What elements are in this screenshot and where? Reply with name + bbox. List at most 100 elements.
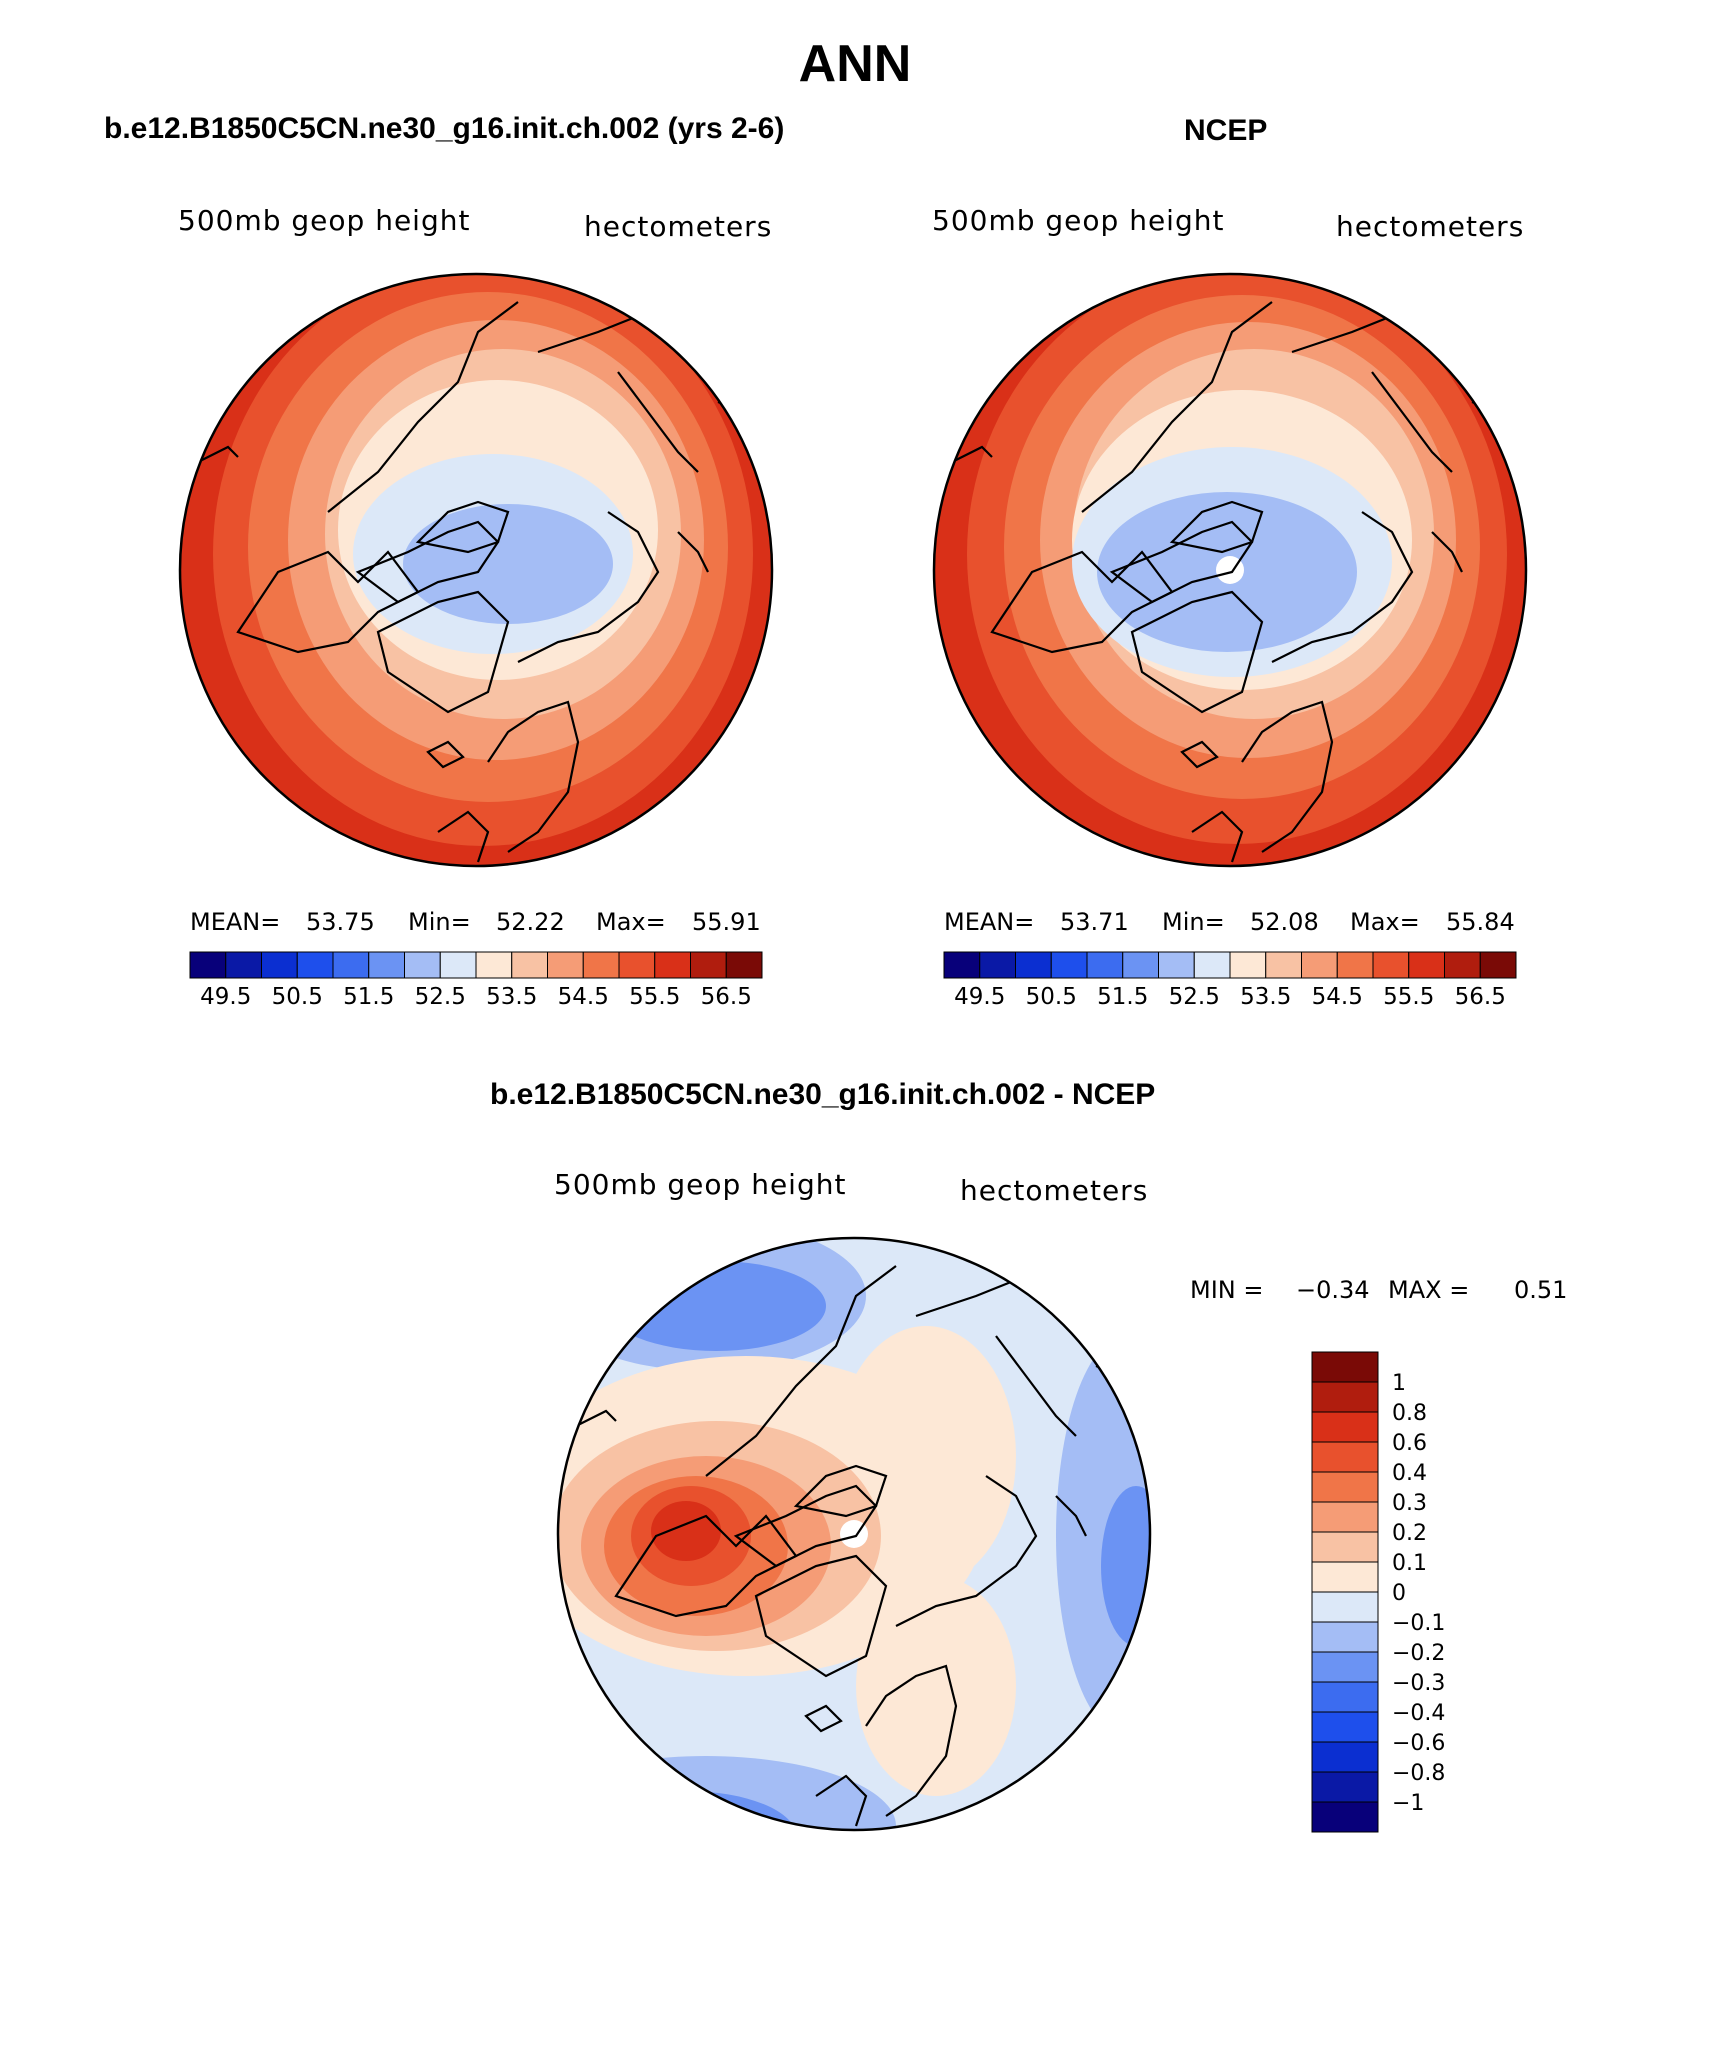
diff-colorbar-tick-label: 1 xyxy=(1392,1371,1406,1396)
obs-colorbar-tick-label: 56.5 xyxy=(1455,984,1506,1010)
diff-colorbar-tick-label: 0 xyxy=(1392,1581,1406,1606)
model-colorbar-box xyxy=(654,951,691,979)
model-colorbar-box xyxy=(475,951,513,979)
model-colorbar-box xyxy=(511,951,548,979)
model-panel-title: b.e12.B1850C5CN.ne30_g16.init.ch.002 (yr… xyxy=(104,112,785,145)
model-colorbar-box xyxy=(439,951,477,979)
diff-colorbar-tick-label: −0.6 xyxy=(1392,1731,1445,1756)
diff-colorbar: 1 0.8 0.6 0.4 0.3 0.2 0.1 0 −0.1 −0.2 −0.3 −0.4 −0.6… xyxy=(1311,1351,1445,1833)
obs-colorbar-box xyxy=(943,951,981,979)
obs-coastlines xyxy=(951,300,1498,863)
model-min-label: Min= xyxy=(408,908,471,936)
diff-colorbar-tick-label: 0.8 xyxy=(1392,1401,1427,1426)
model-colorbar-box xyxy=(296,951,334,979)
diff-colorbar-box xyxy=(1311,1471,1379,1503)
model-colorbar-tick-label: 52.5 xyxy=(415,984,466,1010)
diff-band-pos06 xyxy=(651,1501,721,1561)
diff-colorbar-box xyxy=(1311,1681,1379,1713)
model-colorbar-tick-label: 51.5 xyxy=(343,984,394,1010)
obs-colorbar-tick-label: 52.5 xyxy=(1169,984,1220,1010)
figure-title: ANN xyxy=(798,35,912,93)
model-colorbar-box xyxy=(404,951,441,979)
model-colorbar: 49.5 50.5 51.5 52.5 53.5 54.5 55.5 56.5 xyxy=(189,951,763,1010)
diff-colorbar-box xyxy=(1311,1411,1379,1443)
obs-colorbar: 49.5 50.5 51.5 52.5 53.5 54.5 55.5 56.5 xyxy=(943,951,1517,1010)
obs-colorbar-tick-label: 53.5 xyxy=(1240,984,1291,1010)
diff-colorbar-tick-label: −0.1 xyxy=(1392,1611,1445,1636)
model-colorbar-box xyxy=(189,951,227,979)
model-colorbar-box xyxy=(582,951,620,979)
diff-colorbar-box xyxy=(1311,1531,1379,1563)
diff-colorbar-box xyxy=(1311,1501,1379,1533)
obs-units-label: hectometers xyxy=(1336,210,1525,243)
diff-colorbar-box xyxy=(1311,1801,1379,1833)
obs-map-border xyxy=(932,272,1528,868)
obs-colorbar-tick-label: 54.5 xyxy=(1312,984,1363,1010)
model-colorbar-box xyxy=(690,951,727,979)
obs-colorbar-box xyxy=(1301,951,1338,979)
diff-band-pos0-b xyxy=(836,1326,1016,1586)
model-variable-label: 500mb geop height xyxy=(178,204,471,237)
model-colorbar-box xyxy=(618,951,656,979)
diff-colorbar-box xyxy=(1311,1441,1379,1473)
diff-colorbar-box xyxy=(1311,1771,1379,1803)
diff-min-value: −0.34 xyxy=(1296,1276,1370,1304)
diff-colorbar-tick-label: −1 xyxy=(1392,1791,1424,1816)
model-colorbar-tick-label: 49.5 xyxy=(200,984,251,1010)
diff-colorbar-box xyxy=(1311,1591,1379,1623)
model-colorbar-box xyxy=(225,951,262,979)
obs-colorbar-box xyxy=(1479,951,1517,979)
obs-colorbar-tick-label: 55.5 xyxy=(1383,984,1434,1010)
diff-colorbar-tick-label: −0.8 xyxy=(1392,1761,1445,1786)
diff-colorbar-box xyxy=(1311,1621,1379,1653)
model-units-label: hectometers xyxy=(584,210,773,243)
model-colorbar-tick-label: 53.5 xyxy=(486,984,537,1010)
diff-variable-label: 500mb geop height xyxy=(554,1168,847,1201)
diff-colorbar-box xyxy=(1311,1351,1379,1383)
model-max-value: 55.91 xyxy=(692,908,761,936)
diff-colorbar-tick-label: −0.4 xyxy=(1392,1701,1445,1726)
obs-colorbar-tick-label: 51.5 xyxy=(1097,984,1148,1010)
diff-band-neg03-right xyxy=(1101,1486,1150,1646)
obs-colorbar-box xyxy=(1086,951,1124,979)
model-min-value: 52.22 xyxy=(496,908,565,936)
diff-max-label: MAX = xyxy=(1388,1276,1470,1304)
model-colorbar-box xyxy=(261,951,298,979)
obs-colorbar-box xyxy=(1372,951,1410,979)
diff-colorbar-tick-label: 0.1 xyxy=(1392,1551,1427,1576)
obs-colorbar-box xyxy=(1158,951,1195,979)
diff-band-pos0-c xyxy=(856,1576,1016,1796)
model-map-border xyxy=(178,272,774,868)
diff-panel-title: b.e12.B1850C5CN.ne30_g16.init.ch.002 - N… xyxy=(490,1078,1156,1111)
obs-variable-label: 500mb geop height xyxy=(932,204,1225,237)
diff-colorbar-box xyxy=(1311,1561,1379,1593)
model-colorbar-box xyxy=(725,951,763,979)
model-max-label: Max= xyxy=(596,908,666,936)
obs-min-label: Min= xyxy=(1162,908,1225,936)
diff-colorbar-tick-label: 0.3 xyxy=(1392,1491,1427,1516)
obs-min-value: 52.08 xyxy=(1250,908,1319,936)
diff-map-border xyxy=(556,1236,1152,1832)
obs-colorbar-box xyxy=(1408,951,1445,979)
diff-colorbar-box xyxy=(1311,1651,1379,1683)
diff-band-neg03-top xyxy=(606,1261,826,1351)
model-mean-value: 53.75 xyxy=(306,908,375,936)
obs-max-value: 55.84 xyxy=(1446,908,1515,936)
diff-colorbar-box xyxy=(1311,1741,1379,1773)
diff-min-label: MIN = xyxy=(1190,1276,1264,1304)
obs-colorbar-tick-label: 50.5 xyxy=(1026,984,1077,1010)
model-colorbar-tick-label: 56.5 xyxy=(701,984,752,1010)
obs-colorbar-tick-label: 49.5 xyxy=(954,984,1005,1010)
obs-colorbar-box xyxy=(1336,951,1374,979)
diff-colorbar-tick-label: −0.3 xyxy=(1392,1671,1445,1696)
obs-colorbar-box xyxy=(1015,951,1052,979)
model-band-52 xyxy=(403,504,613,624)
obs-max-label: Max= xyxy=(1350,908,1420,936)
obs-colorbar-box xyxy=(1193,951,1231,979)
diff-units-label: hectometers xyxy=(960,1174,1149,1207)
diff-max-value: 0.51 xyxy=(1514,1276,1568,1304)
model-colorbar-box xyxy=(547,951,584,979)
model-colorbar-box xyxy=(332,951,370,979)
diff-polar-map xyxy=(556,1236,1152,1832)
obs-panel-title: NCEP xyxy=(1184,114,1268,147)
